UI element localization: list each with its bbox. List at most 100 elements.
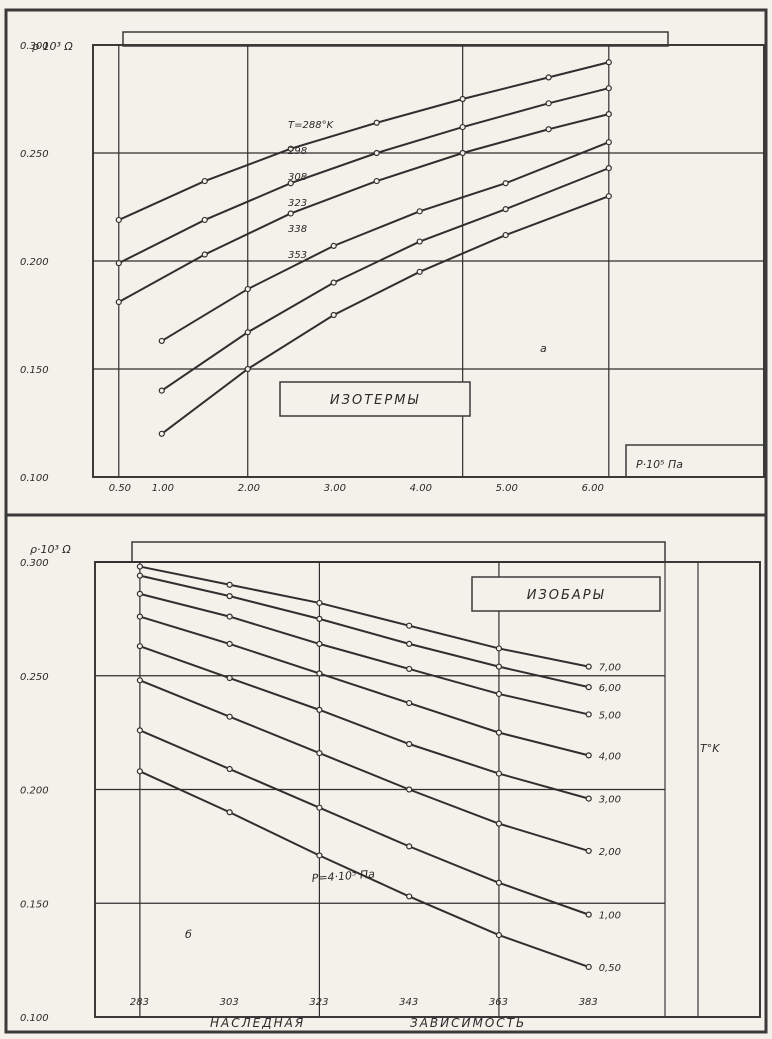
sheet-border [4,8,768,1034]
isobar-series-label: 3,00 [599,795,621,806]
isotherm-y-tick-label: 0.100 [20,473,49,484]
isobar-x-axis-label: T°K [700,742,720,755]
isotherm-data-point [158,430,165,437]
isotherm-title: ИЗОТЕРМЫ [330,393,420,408]
isobar-data-point [406,740,413,748]
isotherm-x-tick-label: 4.00 [410,483,432,494]
isobar-y-tick-label: 0.100 [20,1013,49,1024]
isotherm-top-extension [122,31,669,47]
isobar-data-point [316,804,323,811]
isobar-data-point [495,931,503,939]
isotherm-x-tick-label: 3.00 [324,483,346,494]
isobar-series-labels: 7,00 6,00 5,00 4,00 3,00 2,00 1,00 0,50 [599,663,621,974]
isobar-data-point [136,677,143,684]
isotherm-panel: 0.100 0.150 0.200 0.250 0.300 0.50 1.00 2.00 3.0… [20,31,765,494]
isotherm-data-point [502,231,509,239]
isobar-x-tick-label: 383 [579,997,598,1008]
isobar-x-tick-label: 363 [489,997,508,1008]
isobar-data-point [316,852,323,859]
isobar-x-tick-label: 323 [309,997,328,1008]
isobar-data-point [585,752,592,759]
isotherm-x-label-box [625,444,765,478]
isobar-data-point [495,663,503,670]
isobar-data-point [495,729,503,736]
isobar-data-point [585,963,592,971]
isotherm-data-point [244,365,251,373]
isobar-series-label: 4,00 [599,751,621,762]
isotherm-data-point [545,74,552,81]
isobar-series-line [139,770,590,968]
isobar-title-box [471,576,661,612]
isotherm-y-tick-label: 0.250 [20,149,49,160]
isotherm-data-point [502,180,509,187]
isobar-series-label: 2,00 [599,847,621,858]
isobar-data-point [495,690,503,698]
isobar-data-point [406,665,413,673]
isobar-series-line [139,592,589,716]
isobar-annotation: P=4·10⁵ Па [311,868,375,885]
isobar-data-point [585,911,592,918]
isotherm-data-point [244,329,251,336]
isotherm-data-point [201,251,208,258]
isobar-right-strip [664,561,699,1018]
isobar-series-label: 0,50 [599,963,621,974]
isobar-data-point [226,640,233,648]
isotherm-data-point [115,298,122,306]
isobar-y-tick-label: 0.200 [20,786,49,797]
isobar-data-point [495,645,503,652]
isotherm-data-point [459,149,466,157]
isobar-data-point [226,713,233,720]
isotherm-data-point [605,193,612,200]
isotherm-data-point [287,180,294,187]
isotherm-data-point [605,59,612,66]
isobar-data-point [585,711,592,718]
isotherm-data-point [373,149,380,157]
isobar-series-line [139,645,589,800]
isobar-series-line [139,615,589,757]
isotherm-data-point [201,216,208,224]
isobar-data-point [316,640,323,648]
isotherm-data-point [115,216,122,224]
isotherm-region-label: a [540,342,547,355]
isobar-data-point [495,879,503,886]
isotherm-data-point [115,260,122,267]
isobar-x-tick-label: 283 [130,997,149,1008]
isobar-data-point [585,847,592,855]
isobar-data-point [136,768,143,775]
isobar-data-point [406,622,413,629]
isobar-data-point [226,593,233,600]
isobar-y-tick-label: 0.250 [20,672,49,683]
isobar-data-point [585,684,592,691]
isotherm-data-point [605,111,612,118]
isotherm-y-axis-label: ρ·10³ Ω [32,40,73,53]
isobar-data-point [316,599,323,607]
isobar-data-point [406,699,413,707]
isotherm-data-point [330,242,337,249]
isobar-data-point [406,786,413,793]
isotherm-x-tick-label: 1.00 [152,483,174,494]
caption-right: ЗАВИСИМОСТЬ [410,1016,526,1030]
isotherm-data-point [158,387,165,394]
isobar-title: ИЗОБАРЫ [527,588,606,603]
isobar-data-point [136,590,143,597]
isobar-data-point [316,615,323,622]
isotherm-data-point [605,139,612,146]
isobar-data-point [226,809,233,816]
isotherm-series-label: 338 [288,224,307,235]
isobar-series-line [139,729,590,916]
isobar-series-label: 7,00 [599,663,621,674]
isobar-grid [95,561,665,1017]
isotherm-data-point [373,177,380,185]
isotherm-data-point [416,238,423,245]
isobar-series-label: 6,00 [599,683,621,694]
isobar-data-point [136,727,143,734]
isotherm-data-point [158,337,165,345]
isobar-tick-labels: 0.100 0.150 0.200 0.250 0.300 283 303 323 343 363… [20,558,598,1024]
isobar-data-point [316,706,323,713]
isobar-x-tick-label: 303 [220,997,239,1008]
isobar-y-tick-label: 0.300 [20,558,49,569]
isobar-data-point [226,613,233,620]
isobar-series-group [136,563,592,971]
isotherm-data-point [287,145,294,152]
